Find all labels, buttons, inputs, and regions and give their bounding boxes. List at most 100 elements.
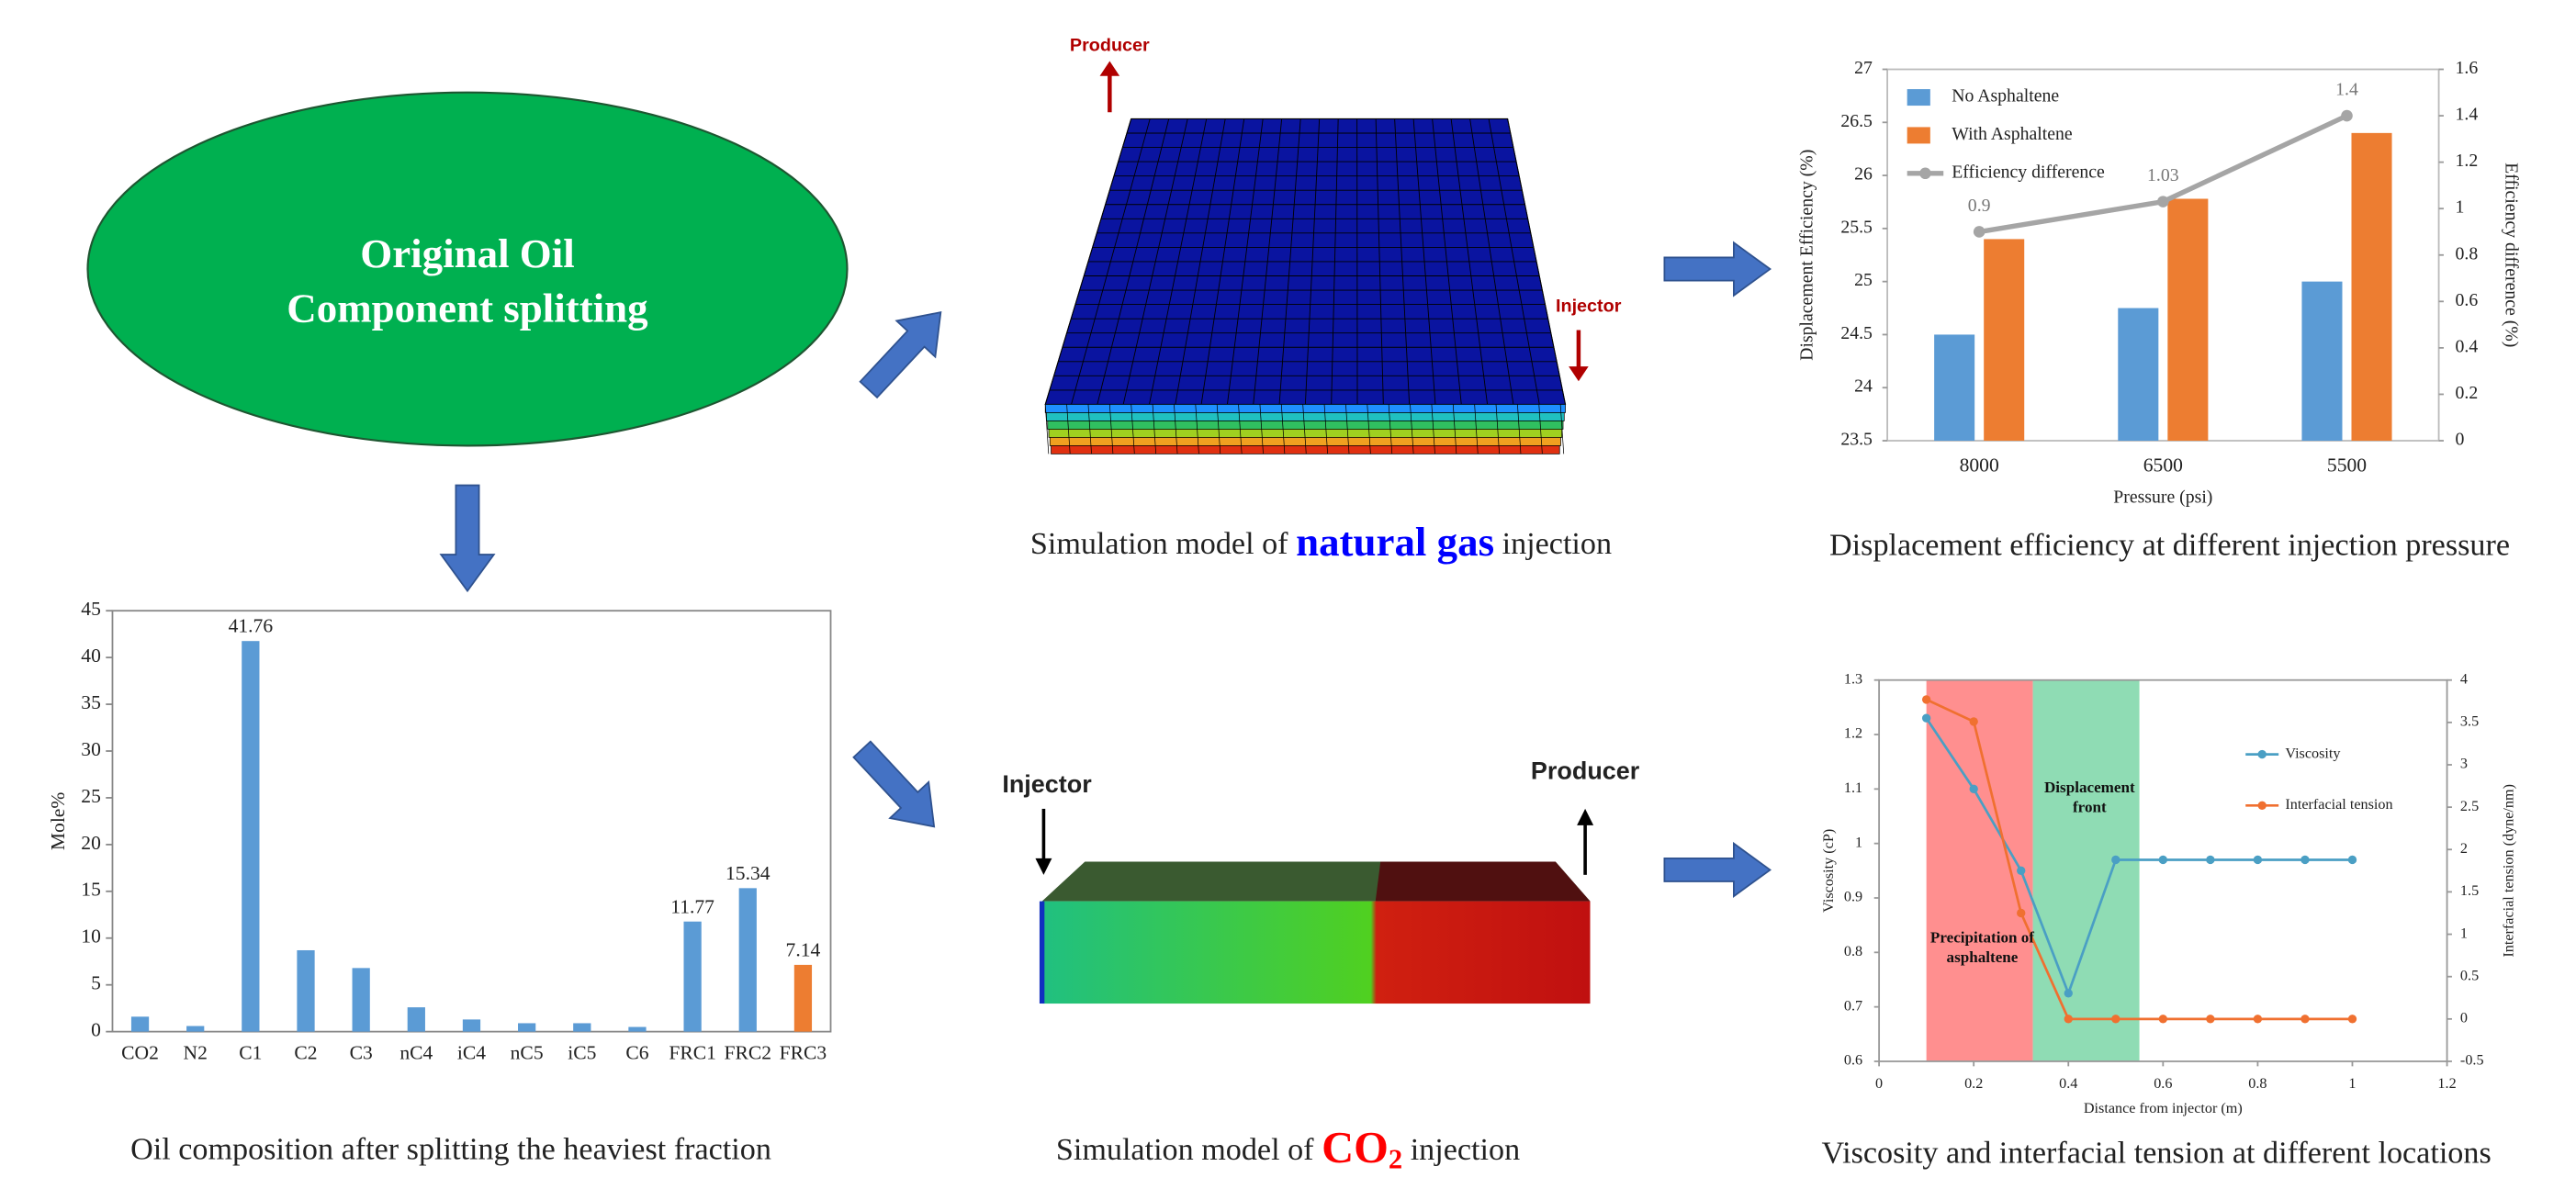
model-grid [1174, 404, 1178, 454]
model-grid [1452, 404, 1457, 454]
x-tick-label: C3 [350, 1042, 373, 1064]
arrow-head [1577, 808, 1594, 825]
y2-tick-label: 2 [2460, 841, 2468, 857]
legend-swatch [1907, 127, 1930, 144]
y-tick-label: 5 [91, 972, 101, 994]
y2-tick-label: 3 [2460, 757, 2468, 772]
bar [628, 1026, 647, 1032]
bar [352, 968, 370, 1032]
bar [130, 1016, 150, 1032]
y2-tick-label: 0.2 [2456, 383, 2479, 403]
x-tick-label: FRC1 [669, 1042, 716, 1064]
model-grid [1488, 118, 1540, 405]
region-label-box: Displacement front [2044, 780, 2135, 817]
caption-part: injection [1402, 1133, 1520, 1167]
legend-label: No Asphaltene [1952, 86, 2059, 107]
x-tick-label: iC4 [457, 1042, 486, 1064]
arrow-head [1569, 366, 1589, 382]
bar [573, 1023, 591, 1032]
data-label: 15.34 [726, 862, 771, 884]
caption-subscript: 2 [1389, 1144, 1402, 1175]
bar [2167, 198, 2209, 442]
caption: Oil composition after splitting the heav… [130, 1133, 771, 1167]
producer-label: Producer [1531, 757, 1640, 784]
reservoir-model [1044, 118, 1567, 454]
marker [1921, 713, 1931, 723]
model-grid [1108, 404, 1114, 454]
model-grid [1450, 118, 1489, 405]
y2-tick-label: 0.4 [2456, 336, 2479, 356]
caption: Displacement efficiency at different inj… [1829, 529, 2510, 563]
marker [2017, 908, 2026, 918]
y-tick-label: 35 [81, 691, 101, 713]
model-grid [1388, 404, 1393, 454]
y-tick-label: 0.9 [1844, 890, 1862, 905]
model-layer [1047, 421, 1564, 430]
model-grid [1216, 404, 1221, 454]
y-tick-label: 26 [1854, 164, 1873, 185]
y-tick-label: 0.6 [1844, 1053, 1862, 1069]
bar [518, 1023, 536, 1032]
caption-highlight: natural gas [1296, 519, 1494, 565]
y2-tick-label: 1 [2456, 197, 2465, 218]
marker [1969, 717, 1978, 726]
caption-highlight: CO [1322, 1124, 1389, 1172]
y2-tick-label: 2.5 [2460, 799, 2479, 814]
x-tick-label: 0 [1875, 1076, 1883, 1092]
marker [2158, 855, 2168, 865]
legend-label: Interfacial tension [2285, 797, 2392, 813]
y-tick-label: 1 [1855, 835, 1862, 850]
y-tick-label: 25 [81, 785, 101, 807]
y-tick-label: 30 [81, 738, 101, 760]
model-grid [1410, 404, 1414, 454]
bar [297, 949, 315, 1032]
model-grid [1474, 404, 1479, 454]
x-tick-label: 1.2 [2437, 1076, 2456, 1092]
arrow-head [1035, 858, 1052, 875]
model-grid [1195, 404, 1199, 454]
region-label-box: Precipitation of asphaltene [1930, 931, 2034, 968]
model-grid [1152, 404, 1157, 454]
plot-frame [111, 610, 832, 1033]
model-layer [1051, 445, 1560, 454]
x-tick-label: 8000 [1960, 454, 1999, 477]
model-grid [1559, 404, 1565, 454]
marker [2111, 855, 2120, 865]
marker [2064, 1015, 2073, 1024]
marker [2347, 1015, 2357, 1024]
legend-swatch [1919, 167, 1931, 180]
model-layer [1048, 429, 1563, 438]
y2-tick-label: 1.2 [2456, 151, 2479, 171]
model-layer [1046, 412, 1565, 421]
y-tick-label: 20 [81, 832, 101, 854]
ellipse [86, 91, 849, 447]
model-grid [1431, 404, 1435, 454]
bar [186, 1026, 205, 1032]
y2-tick-label: 0.5 [2460, 968, 2479, 983]
model-grid [1044, 404, 1050, 454]
marker [1921, 695, 1931, 704]
model-grid [1538, 404, 1543, 454]
injector-label: Injector [1556, 297, 1622, 317]
arrow [1663, 842, 1772, 898]
legend-label: Efficiency difference [1952, 162, 2105, 182]
y-tick-label: 45 [81, 598, 101, 620]
y-tick-label: 1.3 [1844, 671, 1862, 687]
x-tick-label: 5500 [2327, 454, 2367, 477]
marker [2158, 1015, 2168, 1024]
marker [2300, 1015, 2310, 1024]
model-grid [1302, 404, 1307, 454]
marker [1973, 226, 1985, 238]
x-tick-label: C6 [625, 1042, 648, 1064]
y2-tick-label: 4 [2460, 671, 2468, 687]
data-label: 11.77 [670, 895, 714, 917]
x-tick-label: 0.6 [2154, 1076, 2172, 1092]
y2-tick-label: 1.4 [2456, 105, 2479, 125]
marker [2111, 1015, 2120, 1024]
caption-part: injection [1494, 527, 1612, 561]
y2-tick-label: 0 [2460, 1011, 2468, 1026]
x-tick-label: N2 [184, 1042, 208, 1064]
caption-part: Simulation model of [1056, 1133, 1322, 1167]
model-grid [1323, 404, 1329, 454]
